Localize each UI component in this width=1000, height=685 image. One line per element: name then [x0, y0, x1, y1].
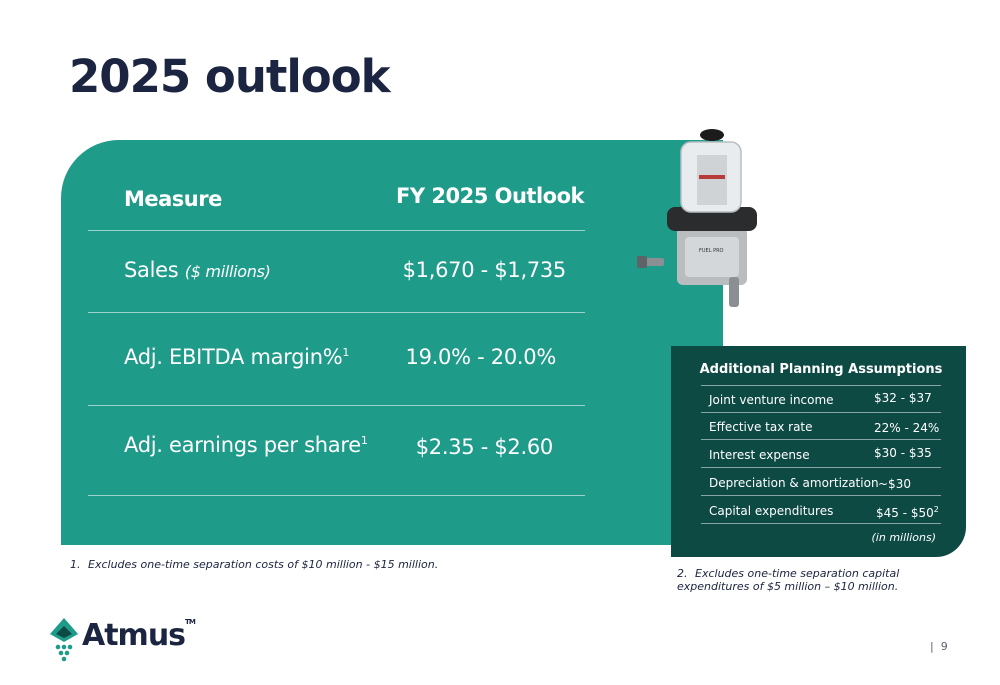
assumption-value: 22% - 24% [874, 421, 940, 435]
footnote-number: 2. [677, 567, 688, 580]
atmus-logo: AtmusTM [48, 616, 198, 666]
atmus-logo-icon [50, 618, 78, 662]
assumption-value-text: $45 - $50 [876, 506, 934, 520]
row-sales-label: Sales ($ millions) [124, 258, 271, 282]
assumptions-rule [701, 439, 941, 440]
assumption-value: ~$30 [878, 477, 911, 491]
footnote-ref: 2 [933, 505, 939, 514]
footnote-number: 1. [70, 558, 81, 571]
row-unit: ($ millions) [184, 262, 271, 281]
assumption-value: $30 - $35 [874, 446, 932, 460]
footnote-ref: 1 [342, 346, 350, 359]
footnote-text: Excludes one-time separation capital exp… [677, 567, 900, 593]
row-eps-value: $2.35 - $2.60 [415, 435, 554, 459]
assumptions-rule [701, 467, 941, 468]
assumptions-rule [701, 385, 941, 386]
row-label: Adj. earnings per share [124, 433, 361, 457]
footnote-ref: 1 [360, 434, 368, 447]
logo-wordmark: AtmusTM [82, 618, 196, 653]
assumptions-rule [701, 523, 941, 524]
row-label: Adj. EBITDA margin% [124, 345, 343, 369]
assumption-label: Interest expense [709, 448, 810, 462]
planning-assumptions-panel: Additional Planning Assumptions Joint ve… [671, 346, 966, 557]
footnote-1: 1. Excludes one-time separation costs of … [70, 558, 438, 571]
footnote-2: 2. Excludes one-time separation capital e… [677, 567, 962, 593]
page-number: | 9 [930, 640, 948, 653]
header-measure: Measure [124, 187, 222, 211]
assumptions-rule [701, 412, 941, 413]
product-label: FUEL PRO [699, 248, 724, 254]
assumptions-title: Additional Planning Assumptions [699, 362, 943, 377]
assumptions-note: (in millions) [871, 531, 936, 544]
assumption-label: Effective tax rate [709, 420, 813, 434]
table-rule [88, 405, 585, 406]
footnote-text: Excludes one-time separation costs of $1… [88, 558, 439, 571]
row-ebitda-label: Adj. EBITDA margin%1 [124, 345, 349, 369]
table-rule [88, 230, 585, 231]
header-fy2025-outlook: FY 2025 Outlook [396, 184, 584, 208]
outlook-panel: Measure FY 2025 Outlook Sales ($ million… [61, 140, 723, 545]
row-sales-value: $1,670 - $1,735 [402, 258, 567, 282]
page-number-value: 9 [940, 640, 948, 653]
row-eps-label: Adj. earnings per share1 [124, 433, 368, 457]
assumption-label: Joint venture income [709, 393, 834, 407]
assumptions-rule [701, 495, 941, 496]
table-rule [88, 312, 585, 313]
fuel-filter-product-image: FUEL PRO [637, 129, 757, 307]
page-divider: | [930, 640, 934, 653]
assumption-value: $45 - $502 [876, 505, 939, 520]
row-ebitda-value: 19.0% - 20.0% [405, 345, 557, 369]
trademark: TM [185, 618, 196, 626]
assumption-value: $32 - $37 [874, 391, 932, 405]
table-rule [88, 495, 585, 496]
row-label: Sales [124, 258, 179, 282]
page-title: 2025 outlook [69, 50, 391, 103]
logo-text: Atmus [82, 618, 186, 653]
assumption-label: Capital expenditures [709, 504, 834, 518]
assumption-label: Depreciation & amortization [709, 476, 879, 490]
